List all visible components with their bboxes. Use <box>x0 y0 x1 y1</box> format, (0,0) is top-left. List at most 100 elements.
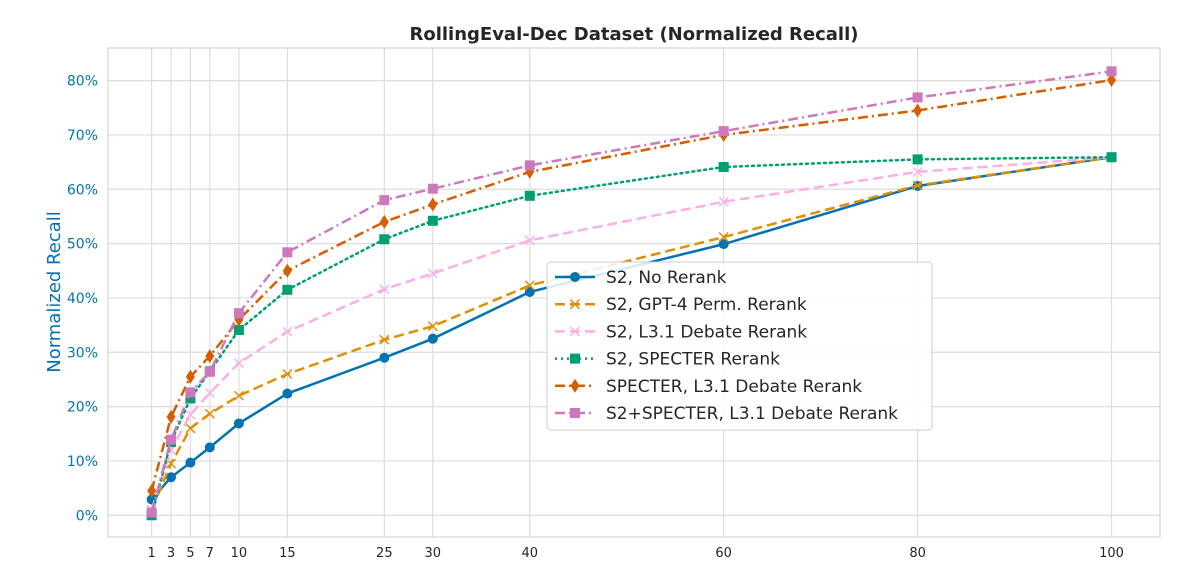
y-tick-label: 40% <box>67 291 98 307</box>
data-point <box>427 183 438 194</box>
x-tick-label: 40 <box>521 546 538 561</box>
data-point <box>524 235 535 246</box>
x-tick-label: 5 <box>186 546 194 561</box>
data-point <box>205 349 215 364</box>
data-point <box>427 333 438 344</box>
data-point <box>718 196 729 207</box>
data-point <box>379 195 390 206</box>
data-point <box>718 239 729 250</box>
data-point <box>427 268 438 279</box>
legend-marker <box>569 326 581 337</box>
data-point <box>912 166 923 177</box>
y-tick-label: 50% <box>67 237 98 253</box>
data-point <box>282 368 293 380</box>
data-point <box>233 390 244 401</box>
data-point <box>185 423 196 434</box>
data-point <box>147 483 157 498</box>
data-point <box>718 232 729 243</box>
data-point <box>379 334 390 345</box>
data-point <box>912 180 923 191</box>
legend-label: S2, L3.1 Debate Rerank <box>606 322 807 342</box>
x-tick-label: 3 <box>167 546 175 561</box>
data-point <box>185 393 196 404</box>
data-point <box>718 161 729 172</box>
legend-label: S2+SPECTER, L3.1 Debate Rerank <box>606 404 898 424</box>
data-point <box>379 284 390 295</box>
data-point <box>427 215 438 226</box>
y-axis-label: Normalized Recall <box>44 211 65 373</box>
y-tick-label: 80% <box>67 74 98 90</box>
data-point <box>524 280 535 291</box>
series-line <box>150 155 1112 511</box>
legend-marker <box>569 299 581 310</box>
data-point <box>524 286 535 297</box>
legend-entry: S2, GPT-4 Perm. Rerank <box>555 295 807 315</box>
data-point <box>185 369 195 384</box>
legend-label: S2, SPECTER Rerank <box>606 350 780 370</box>
data-point <box>204 442 215 453</box>
data-point <box>427 321 438 332</box>
x-tick-label: 7 <box>206 546 214 561</box>
data-point <box>233 324 244 335</box>
data-point <box>379 234 390 245</box>
y-tick-label: 70% <box>67 128 98 144</box>
y-tick-label: 20% <box>67 400 98 416</box>
x-tick-label: 25 <box>376 546 393 561</box>
data-point <box>912 154 923 165</box>
data-point <box>166 409 176 424</box>
data-point <box>185 457 196 468</box>
data-point <box>166 434 177 445</box>
data-point <box>524 190 535 201</box>
series-line <box>150 155 1113 517</box>
x-tick-label: 80 <box>909 546 926 561</box>
data-point <box>913 103 923 118</box>
legend-label: SPECTER, L3.1 Debate Rerank <box>606 377 862 397</box>
legend-marker <box>570 378 580 393</box>
legend-entry: S2, No Rerank <box>555 268 727 288</box>
data-point <box>282 388 293 399</box>
x-tick-label: 10 <box>231 546 248 561</box>
series-line <box>150 70 1112 513</box>
data-point <box>1106 152 1117 163</box>
data-point <box>1107 73 1117 88</box>
legend-entry: S2, L3.1 Debate Rerank <box>555 322 807 342</box>
y-tick-label: 30% <box>67 345 98 361</box>
x-tick-label: 1 <box>147 546 155 561</box>
data-point <box>204 408 215 419</box>
data-point <box>282 263 292 278</box>
data-point <box>185 409 196 420</box>
legend-label: S2, GPT-4 Perm. Rerank <box>606 295 807 315</box>
legend-box <box>546 261 933 431</box>
y-tick-label: 60% <box>67 182 98 198</box>
legend-marker <box>570 272 580 282</box>
y-tick-label: 10% <box>67 454 98 470</box>
data-point <box>282 284 293 295</box>
x-tick-label: 60 <box>715 546 732 561</box>
x-tick-label: 15 <box>279 546 296 561</box>
x-tick-label: 30 <box>425 546 442 561</box>
data-point <box>718 126 729 137</box>
y-tick-label: 0% <box>76 508 98 524</box>
legend-marker <box>570 408 580 418</box>
data-point <box>379 214 389 229</box>
data-point <box>912 92 923 103</box>
series-5 <box>146 66 1117 518</box>
data-point <box>1106 66 1117 77</box>
x-tick-label: 100 <box>1099 546 1124 561</box>
legend-entry: S2, SPECTER Rerank <box>555 350 780 370</box>
data-point <box>282 326 293 337</box>
legend-label: S2, No Rerank <box>606 268 727 288</box>
data-point <box>524 160 535 171</box>
legend-marker <box>570 353 580 364</box>
data-point <box>282 247 293 258</box>
data-point <box>185 387 196 398</box>
data-point <box>379 352 390 363</box>
data-point <box>204 366 215 377</box>
chart-title: RollingEval-Dec Dataset (Normalized Reca… <box>409 24 858 45</box>
legend-entry: SPECTER, L3.1 Debate Rerank <box>555 377 862 397</box>
plot-area <box>107 47 1161 538</box>
data-point <box>204 387 215 399</box>
data-point <box>233 308 244 319</box>
legend-entry: S2+SPECTER, L3.1 Debate Rerank <box>555 404 898 424</box>
